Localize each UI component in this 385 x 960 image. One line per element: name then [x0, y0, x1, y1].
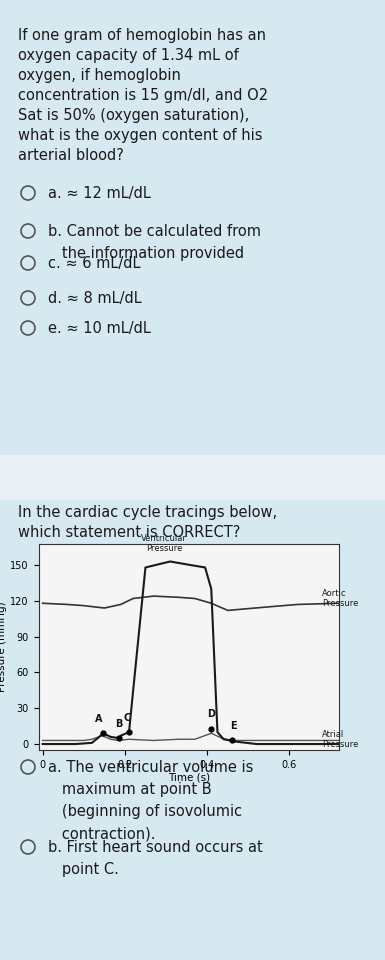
Text: b. First heart sound occurs at
   point C.: b. First heart sound occurs at point C.: [48, 840, 263, 877]
X-axis label: Time (s): Time (s): [167, 773, 210, 782]
Text: c. ≈ 6 mL/dL: c. ≈ 6 mL/dL: [48, 256, 141, 271]
FancyBboxPatch shape: [0, 455, 385, 500]
Text: which statement is CORRECT?: which statement is CORRECT?: [18, 525, 240, 540]
Text: a. ≈ 12 mL/dL: a. ≈ 12 mL/dL: [48, 186, 151, 201]
Text: Sat is 50% (oxygen saturation),: Sat is 50% (oxygen saturation),: [18, 108, 249, 123]
Text: arterial blood?: arterial blood?: [18, 148, 124, 163]
FancyBboxPatch shape: [4, 4, 381, 442]
Text: e. ≈ 10 mL/dL: e. ≈ 10 mL/dL: [48, 321, 151, 336]
Text: oxygen capacity of 1.34 mL of: oxygen capacity of 1.34 mL of: [18, 48, 239, 63]
Text: concentration is 15 gm/dl, and O2: concentration is 15 gm/dl, and O2: [18, 88, 268, 103]
Text: C: C: [123, 712, 131, 723]
Text: Ventricular
Pressure: Ventricular Pressure: [141, 534, 187, 553]
Text: In the cardiac cycle tracings below,: In the cardiac cycle tracings below,: [18, 505, 277, 520]
Text: what is the oxygen content of his: what is the oxygen content of his: [18, 128, 263, 143]
Text: Aortic
Pressure: Aortic Pressure: [322, 588, 359, 609]
Text: B: B: [115, 718, 122, 729]
Text: D: D: [207, 709, 215, 719]
Text: oxygen, if hemoglobin: oxygen, if hemoglobin: [18, 68, 181, 83]
Text: E: E: [231, 721, 237, 731]
Text: d. ≈ 8 mL/dL: d. ≈ 8 mL/dL: [48, 291, 142, 306]
Text: Atrial
Pressure: Atrial Pressure: [322, 730, 359, 749]
Text: A: A: [95, 713, 102, 724]
Y-axis label: Pressure (mmHg): Pressure (mmHg): [0, 602, 7, 692]
Text: If one gram of hemoglobin has an: If one gram of hemoglobin has an: [18, 28, 266, 43]
Text: a. The ventricular volume is
   maximum at point B
   (beginning of isovolumic
 : a. The ventricular volume is maximum at …: [48, 760, 253, 842]
Text: b. Cannot be calculated from
   the information provided: b. Cannot be calculated from the informa…: [48, 224, 261, 261]
